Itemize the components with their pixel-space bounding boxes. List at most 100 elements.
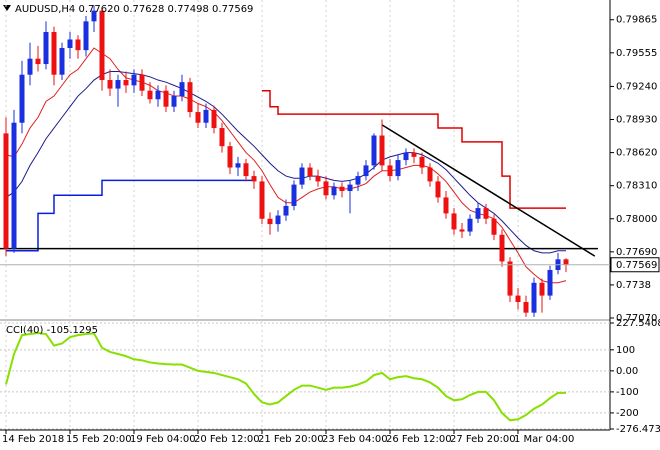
y-tick-label: -276.4737 (616, 424, 660, 435)
candle-body (563, 259, 569, 265)
candle-body (419, 156, 425, 168)
candle-body (115, 80, 121, 89)
candle-body (499, 234, 505, 262)
candle-body (35, 58, 41, 65)
candle-body (107, 80, 113, 89)
candle-body (123, 80, 129, 86)
candle-body (171, 96, 177, 107)
x-tick-label: 14 Feb 2018 (2, 434, 64, 445)
x-tick-label: 15 Feb 20:00 (66, 434, 132, 445)
y-tick-label: 227.5408 (616, 318, 660, 329)
candle-body (131, 74, 137, 86)
candle-body (515, 295, 521, 302)
candle-body (163, 90, 169, 107)
candle-body (51, 32, 57, 75)
candle-body (483, 208, 489, 219)
y-tick-label: -100 (616, 387, 639, 398)
x-tick-label: 19 Feb 04:00 (130, 434, 196, 445)
candle-body (307, 167, 313, 177)
y-tick-label: 0.77070 (616, 313, 657, 324)
candle-body (99, 10, 105, 81)
candle-body (91, 10, 97, 22)
last-price-label: 0.77569 (616, 260, 657, 271)
candle-body (339, 186, 345, 192)
candle-body (219, 128, 225, 147)
candle-body (243, 163, 249, 177)
candle-body (547, 269, 553, 296)
candle-body (59, 48, 65, 75)
indicator-title: CCI(40) -105.1295 (6, 325, 98, 336)
candle-body (539, 282, 545, 296)
candle-body (195, 112, 201, 123)
y-tick-label: 0.79555 (616, 48, 657, 59)
x-tick-label: 21 Feb 20:00 (258, 434, 324, 445)
moving-average (5, 70, 566, 254)
candle-body (291, 184, 297, 206)
step-line (6, 179, 254, 252)
candle-body (251, 176, 257, 182)
y-tick-label: 0.78620 (616, 148, 657, 159)
candle-body (147, 90, 153, 100)
y-tick-label: 0.00 (616, 366, 638, 377)
y-tick-label: 0.79865 (616, 15, 657, 26)
candle-body (203, 109, 209, 123)
candle-body (387, 165, 393, 177)
candle-body (427, 167, 433, 182)
candle-body (227, 146, 233, 168)
candle-body (355, 176, 361, 185)
candle-body (523, 301, 529, 313)
y-tick-label: 0.79240 (616, 81, 657, 92)
chart-title: AUDUSD,H4 0.77620 0.77628 0.77498 0.7756… (15, 4, 253, 15)
candle-body (507, 261, 513, 296)
candle-body (3, 133, 9, 249)
indicator-line (5, 331, 566, 422)
candle-body (363, 165, 369, 177)
candle-body (491, 218, 497, 235)
candle-body (299, 167, 305, 185)
menu-icon (3, 5, 11, 11)
y-tick-label: 0.78000 (616, 214, 657, 225)
y-tick-label: 0.78930 (616, 115, 657, 126)
y-tick-label: 0.78310 (616, 181, 657, 192)
candle-body (475, 208, 481, 219)
candle-body (211, 109, 217, 129)
candle-body (459, 229, 465, 232)
candle-body (315, 176, 321, 182)
candle-body (83, 21, 89, 51)
step-line (262, 89, 566, 209)
candle-body (347, 184, 353, 192)
candle-body (75, 39, 81, 51)
candle-body (179, 82, 185, 97)
candle-body (395, 160, 401, 177)
candle-body (323, 181, 329, 196)
candle-body (435, 181, 441, 198)
candle-body (275, 215, 281, 225)
candle-body (403, 152, 409, 161)
candle-body (371, 135, 377, 166)
candle-body (259, 181, 265, 219)
candle-body (411, 152, 417, 157)
candle-body (467, 218, 473, 232)
candle-body (19, 74, 25, 123)
candle-body (331, 186, 337, 196)
last-price-box (610, 257, 660, 273)
x-tick-label: 1 Mar 04:00 (514, 434, 574, 445)
x-tick-label: 23 Feb 04:00 (322, 434, 388, 445)
candle-body (531, 282, 537, 313)
candle-body (283, 205, 289, 216)
candle-body (235, 163, 241, 168)
trend-line (381, 124, 596, 257)
y-tick-label: 0.7738 (616, 280, 651, 291)
candle-body (267, 218, 273, 225)
candle-body (451, 213, 457, 230)
candle-body (155, 90, 161, 100)
candle-body (187, 82, 193, 113)
candle-body (139, 74, 145, 91)
y-tick-label: -200 (616, 408, 639, 419)
x-tick-label: 20 Feb 12:00 (194, 434, 260, 445)
candle-body (27, 58, 33, 75)
candle-body (443, 197, 449, 214)
candle-body (67, 39, 73, 49)
